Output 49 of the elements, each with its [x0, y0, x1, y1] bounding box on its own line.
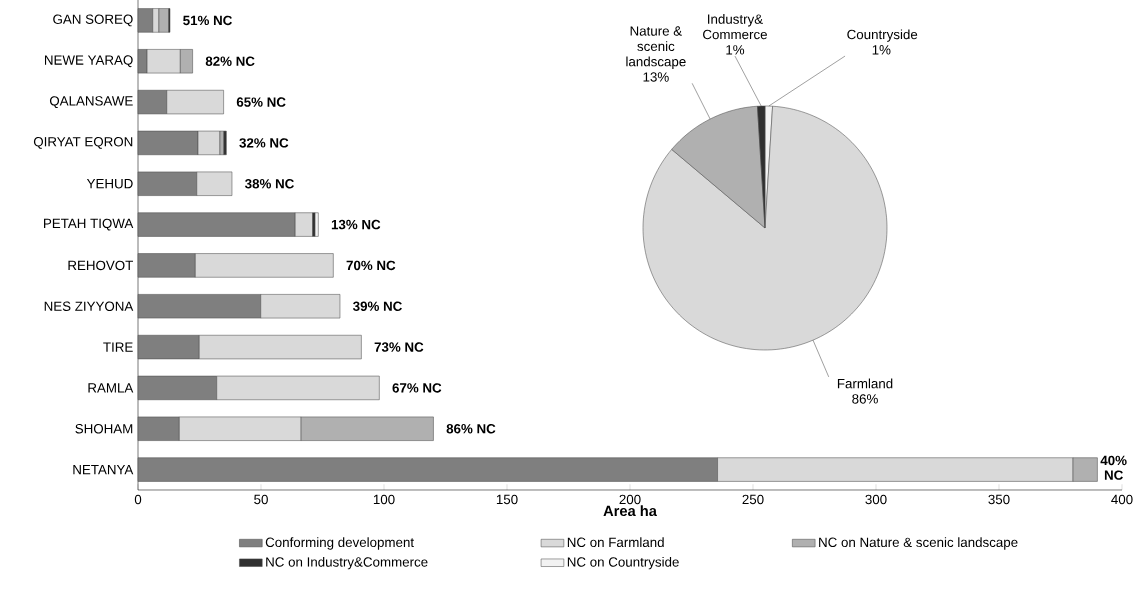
x-tick-label: 0: [134, 494, 142, 505]
y-tick-label: GAN SOREQ: [53, 14, 133, 27]
y-tick-label: QALANSAWE: [49, 96, 133, 108]
x-tick-label: 350: [988, 494, 1010, 505]
data-label: 13%: [643, 72, 669, 82]
x-tick-label: 250: [742, 494, 764, 505]
y-tick-label: REHOVOT: [68, 260, 133, 271]
x-tick-label: 150: [496, 494, 518, 505]
x-tick-label: 300: [865, 494, 887, 505]
y-tick-label: QIRYAT EQRON: [33, 137, 133, 149]
annotation: 32% NC: [239, 138, 289, 148]
data-label: 86%: [852, 394, 878, 404]
x-tick-label: 50: [254, 494, 268, 505]
y-tick-label: RAMLA: [88, 383, 134, 393]
y-tick-label: NEWE YARAQ: [44, 55, 133, 68]
legend-label: NC on Farmland: [567, 537, 664, 548]
slice-label: Farmland: [837, 378, 893, 389]
x-tick-label: 400: [1111, 494, 1133, 505]
legend-label: NC on Countryside: [567, 556, 679, 570]
annotation: 51% NC: [183, 15, 232, 26]
y-tick-label: TIRE: [103, 342, 133, 352]
legend-label: NC on Industry&Commerce: [266, 556, 428, 570]
annotation: 82% NC: [205, 56, 255, 66]
annotation: 38% NC: [245, 179, 294, 189]
annotation: 73% NC: [374, 342, 424, 352]
x-tick-label: 100: [373, 494, 395, 505]
legend-label: Conforming development: [265, 537, 414, 550]
slice-label: Industry& Commerce: [703, 14, 767, 40]
y-tick-label: NETANYA: [73, 464, 134, 475]
annotation: 40% NC: [1100, 455, 1127, 480]
slice-label: Countryside: [847, 29, 918, 42]
legend-label: NC on Nature & scenic landscape: [819, 537, 1018, 550]
y-tick-label: SHOHAM: [75, 424, 133, 434]
slice-label: Nature & scenic landscape: [626, 26, 686, 69]
x-tick-label: 200: [619, 494, 641, 505]
y-tick-label: NES ZIYYONA: [44, 301, 134, 311]
annotation: 70% NC: [346, 260, 396, 271]
annotation: 67% NC: [392, 383, 442, 393]
y-tick-label: PETAH TIQWA: [44, 218, 134, 231]
annotation: 39% NC: [353, 301, 402, 311]
annotation: 13% NC: [331, 219, 381, 230]
data-label: 1%: [872, 45, 891, 55]
y-tick-label: YEHUD: [86, 179, 133, 189]
bar: [137, 8, 154, 33]
data-label: 1%: [726, 45, 745, 55]
annotation: 65% NC: [236, 97, 286, 107]
annotation: 86% NC: [446, 424, 496, 434]
x-axis-title: Area ha: [603, 505, 657, 517]
bar: [223, 130, 227, 156]
